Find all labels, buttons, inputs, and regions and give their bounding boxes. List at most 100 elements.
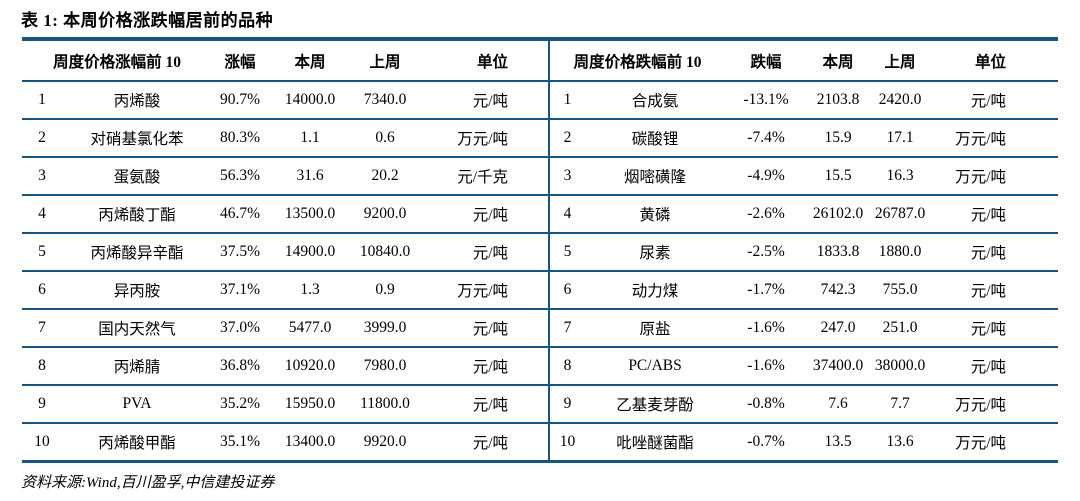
gainer-rank-cell: 8 [22, 347, 62, 386]
gainer-pct-cell: 80.3% [212, 119, 269, 158]
col-header-losers-group: 周度价格跌幅前 10 [548, 39, 726, 82]
loser-prev-cell: 755.0 [869, 271, 932, 310]
table-row: 6 异丙胺 37.1% 1.3 0.9 万元/吨 6 动力煤 -1.7% 742.3 755.0 元/… [22, 271, 1059, 310]
gainer-week-cell: 1.1 [268, 119, 353, 158]
loser-name-cell: 原盐 [585, 309, 726, 348]
loser-week-cell: 742.3 [807, 271, 870, 310]
loser-unit-cell: 元/吨 [931, 195, 1059, 234]
gainer-pct-cell: 90.7% [212, 81, 269, 120]
loser-rank-cell: 10 [548, 423, 586, 463]
table-row: 10 丙烯酸甲酯 35.1% 13400.0 9920.0 元/吨 10 吡唑醚菌酯 -0.7%… [22, 423, 1059, 463]
gainer-pct-cell: 35.1% [212, 423, 269, 463]
table-row: 5 丙烯酸异辛酯 37.5% 14900.0 10840.0 元/吨 5 尿素 -2.5% 183… [22, 233, 1059, 272]
gainer-week-cell: 5477.0 [268, 309, 353, 348]
gainer-week-cell: 13400.0 [268, 423, 353, 463]
loser-pct-cell: -1.6% [725, 309, 808, 348]
loser-unit-cell: 元/吨 [931, 309, 1059, 348]
loser-rank-cell: 6 [548, 271, 586, 310]
gainer-unit-cell: 万元/吨 [418, 119, 550, 158]
loser-prev-cell: 2420.0 [869, 81, 932, 120]
col-header-gain-week: 本周 [268, 39, 353, 82]
gainer-unit-cell: 元/吨 [418, 195, 550, 234]
gainer-prev-cell: 3999.0 [352, 309, 419, 348]
gainer-pct-cell: 37.5% [212, 233, 269, 272]
page-title: 表 1: 本周价格涨跌幅居前的品种 [21, 11, 274, 30]
loser-week-cell: 1833.8 [807, 233, 870, 272]
gainer-name-cell: 异丙胺 [62, 271, 213, 310]
loser-name-cell: PC/ABS [585, 347, 726, 386]
source-note: 资料来源:Wind,百川盈孚,中信建投证券 [21, 475, 275, 491]
gainer-unit-cell: 元/吨 [418, 233, 550, 272]
gainer-unit-cell: 元/千克 [418, 157, 550, 196]
loser-name-cell: 合成氨 [585, 81, 726, 120]
loser-prev-cell: 251.0 [869, 309, 932, 348]
table-row: 1 丙烯酸 90.7% 14000.0 7340.0 元/吨 1 合成氨 -13.1% 2103.… [22, 81, 1059, 120]
gainer-rank-cell: 6 [22, 271, 62, 310]
loser-pct-cell: -0.7% [725, 423, 808, 463]
loser-rank-cell: 2 [548, 119, 586, 158]
loser-week-cell: 26102.0 [807, 195, 870, 234]
gainer-unit-cell: 元/吨 [418, 309, 550, 348]
loser-prev-cell: 1880.0 [869, 233, 932, 272]
table-row: 2 对硝基氯化苯 80.3% 1.1 0.6 万元/吨 2 碳酸锂 -7.4% 15.9 17.1 万… [22, 119, 1059, 158]
loser-unit-cell: 元/吨 [931, 271, 1059, 310]
gainer-prev-cell: 20.2 [352, 157, 419, 196]
loser-pct-cell: -13.1% [725, 81, 808, 120]
gainer-name-cell: 对硝基氯化苯 [62, 119, 213, 158]
col-header-loss-unit: 单位 [931, 39, 1059, 82]
loser-rank-cell: 5 [548, 233, 586, 272]
loser-prev-cell: 16.3 [869, 157, 932, 196]
gainer-week-cell: 14000.0 [268, 81, 353, 120]
table-row: 3 蛋氨酸 56.3% 31.6 20.2 元/千克 3 烟嘧磺隆 -4.9% 15.5 16.3 万… [22, 157, 1059, 196]
loser-prev-cell: 13.6 [869, 423, 932, 463]
gainer-rank-cell: 1 [22, 81, 62, 120]
loser-name-cell: 烟嘧磺隆 [585, 157, 726, 196]
loser-name-cell: 碳酸锂 [585, 119, 726, 158]
loser-name-cell: 尿素 [585, 233, 726, 272]
gainer-week-cell: 1.3 [268, 271, 353, 310]
gainer-rank-cell: 2 [22, 119, 62, 158]
loser-pct-cell: -7.4% [725, 119, 808, 158]
table-row: 9 PVA 35.2% 15950.0 11800.0 元/吨 9 乙基麦芽酚 -0.8% 7.6… [22, 385, 1059, 424]
gainer-unit-cell: 元/吨 [418, 423, 550, 463]
loser-prev-cell: 7.7 [869, 385, 932, 424]
loser-week-cell: 7.6 [807, 385, 870, 424]
table-row: 4 丙烯酸丁酯 46.7% 13500.0 9200.0 元/吨 4 黄磷 -2.6% 26102… [22, 195, 1059, 234]
loser-rank-cell: 1 [548, 81, 586, 120]
gainer-pct-cell: 56.3% [212, 157, 269, 196]
loser-rank-cell: 7 [548, 309, 586, 348]
col-header-loss-prev: 上周 [869, 39, 932, 82]
loser-prev-cell: 17.1 [869, 119, 932, 158]
gainer-prev-cell: 7340.0 [352, 81, 419, 120]
loser-pct-cell: -0.8% [725, 385, 808, 424]
loser-rank-cell: 9 [548, 385, 586, 424]
table-header-row: 周度价格涨幅前 10 涨幅 本周 上周 单位 周度价格跌幅前 10 跌幅 本周 … [22, 39, 1059, 82]
gainer-rank-cell: 5 [22, 233, 62, 272]
gainer-prev-cell: 7980.0 [352, 347, 419, 386]
gainer-week-cell: 31.6 [268, 157, 353, 196]
loser-week-cell: 15.9 [807, 119, 870, 158]
loser-name-cell: 黄磷 [585, 195, 726, 234]
loser-unit-cell: 元/吨 [931, 347, 1059, 386]
gainer-prev-cell: 0.9 [352, 271, 419, 310]
gainer-pct-cell: 37.0% [212, 309, 269, 348]
gainer-week-cell: 10920.0 [268, 347, 353, 386]
loser-unit-cell: 万元/吨 [931, 385, 1059, 424]
loser-week-cell: 247.0 [807, 309, 870, 348]
gainer-name-cell: 丙烯酸 [62, 81, 213, 120]
gainer-name-cell: 丙烯酸丁酯 [62, 195, 213, 234]
gainer-name-cell: 丙烯腈 [62, 347, 213, 386]
loser-rank-cell: 4 [548, 195, 586, 234]
loser-unit-cell: 元/吨 [931, 233, 1059, 272]
loser-week-cell: 15.5 [807, 157, 870, 196]
gainer-rank-cell: 4 [22, 195, 62, 234]
gainer-unit-cell: 元/吨 [418, 81, 550, 120]
loser-week-cell: 13.5 [807, 423, 870, 463]
gainer-pct-cell: 36.8% [212, 347, 269, 386]
gainer-week-cell: 14900.0 [268, 233, 353, 272]
table-row: 7 国内天然气 37.0% 5477.0 3999.0 元/吨 7 原盐 -1.6% 247.0 2… [22, 309, 1059, 348]
gainer-name-cell: 蛋氨酸 [62, 157, 213, 196]
table-row: 8 丙烯腈 36.8% 10920.0 7980.0 元/吨 8 PC/ABS -1.6% 374… [22, 347, 1059, 386]
gainer-name-cell: 丙烯酸异辛酯 [62, 233, 213, 272]
